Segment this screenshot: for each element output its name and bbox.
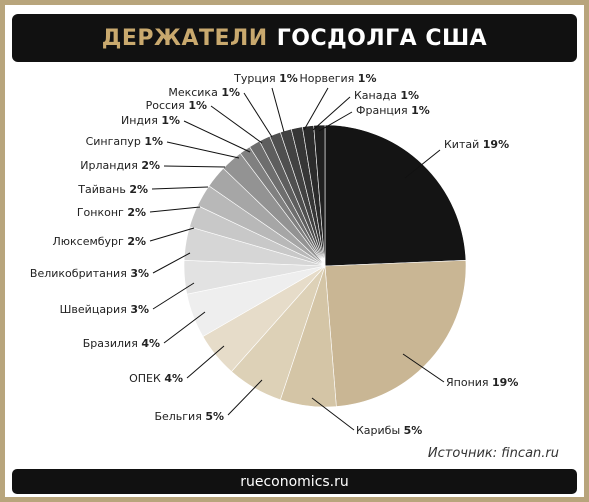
slice-name-7: Великобритания (30, 267, 130, 280)
slice-value-5: 4% (141, 337, 160, 350)
slice-label-17: Норвегия 1% (300, 72, 377, 85)
slice-label-4: ОПЕК 4% (129, 372, 183, 385)
slice-value-9: 2% (127, 206, 146, 219)
leader-line-15 (243, 92, 273, 138)
slice-label-13: Индия 1% (121, 114, 180, 127)
leader-line-1 (402, 353, 445, 383)
leader-line-6 (152, 282, 195, 310)
leader-line-5 (163, 311, 206, 344)
slice-value-12: 1% (144, 135, 163, 148)
leader-line-10 (151, 186, 209, 190)
leader-line-11 (163, 165, 226, 168)
slice-value-14: 1% (188, 99, 207, 112)
slice-label-3: Бельгия 5% (154, 410, 224, 423)
slice-label-1: Япония 19% (446, 376, 518, 389)
slice-label-8: Люксембург 2% (52, 235, 146, 248)
slice-value-13: 1% (161, 114, 180, 127)
title-accent: ДЕРЖАТЕЛИ (101, 25, 268, 51)
slice-name-18: Канада (354, 89, 400, 102)
leader-line-14 (210, 105, 263, 144)
slice-value-10: 2% (129, 183, 148, 196)
slice-name-2: Карибы (356, 424, 404, 437)
slice-label-15: Мексика 1% (168, 86, 240, 99)
leader-line-16 (271, 87, 285, 133)
footer-bar: rueconomics.ru (12, 469, 577, 494)
leader-line-7 (152, 252, 191, 274)
slice-name-0: Китай (444, 138, 483, 151)
slice-label-19: Франция 1% (356, 104, 430, 117)
leader-line-8 (149, 227, 195, 242)
slice-value-16: 1% (279, 72, 298, 85)
slice-value-1: 19% (492, 376, 518, 389)
leader-line-4 (186, 345, 225, 379)
pie-slice-1 (324, 260, 467, 407)
source-note: Источник: fincan.ru (427, 446, 559, 461)
slice-name-19: Франция (356, 104, 411, 117)
slice-label-6: Швейцария 3% (60, 303, 149, 316)
slice-label-2: Карибы 5% (356, 424, 422, 437)
pie-labels: Китай 19%Япония 19%Карибы 5%Бельгия 5%ОП… (30, 72, 518, 437)
leader-line-0 (404, 149, 441, 179)
slice-value-15: 1% (221, 86, 240, 99)
slice-name-17: Норвегия (300, 72, 358, 85)
leader-line-19 (318, 111, 353, 132)
slice-name-9: Гонконг (77, 206, 127, 219)
slice-name-1: Япония (446, 376, 492, 389)
slice-label-0: Китай 19% (444, 138, 509, 151)
slice-name-13: Индия (121, 114, 161, 127)
slice-label-12: Сингапур 1% (86, 135, 163, 148)
slice-value-19: 1% (411, 104, 430, 117)
slice-name-12: Сингапур (86, 135, 145, 148)
slice-name-5: Бразилия (83, 337, 142, 350)
slice-name-11: Ирландия (80, 159, 141, 172)
slice-label-9: Гонконг 2% (77, 206, 146, 219)
leader-line-12 (166, 141, 240, 159)
pie-slices (183, 124, 467, 408)
leader-line-18 (312, 96, 351, 131)
slice-name-14: Россия (146, 99, 189, 112)
slice-name-8: Люксембург (52, 235, 127, 248)
slice-label-5: Бразилия 4% (83, 337, 160, 350)
title-main: ГОСДОЛГА США (276, 25, 488, 51)
slice-value-2: 5% (404, 424, 423, 437)
slice-value-3: 5% (205, 410, 224, 423)
footer-site: rueconomics.ru (240, 473, 349, 490)
slice-name-3: Бельгия (154, 410, 205, 423)
slice-name-15: Мексика (168, 86, 221, 99)
slice-name-6: Швейцария (60, 303, 131, 316)
slice-value-0: 19% (483, 138, 509, 151)
pie-slice-19 (313, 124, 326, 267)
leader-line-17 (303, 87, 329, 131)
title-bar: ДЕРЖАТЕЛИ ГОСДОЛГА США (12, 14, 577, 62)
slice-value-17: 1% (358, 72, 377, 85)
slice-name-10: Тайвань (77, 183, 129, 196)
slice-name-4: ОПЕК (129, 372, 164, 385)
slice-label-14: Россия 1% (146, 99, 207, 112)
slice-label-10: Тайвань 2% (77, 183, 148, 196)
slice-label-16: Турция 1% (233, 72, 298, 85)
slice-value-4: 4% (164, 372, 183, 385)
leader-line-13 (183, 120, 251, 153)
slice-label-18: Канада 1% (354, 89, 419, 102)
leader-line-9 (149, 206, 201, 213)
slice-label-11: Ирландия 2% (80, 159, 160, 172)
leader-line-3 (227, 379, 263, 416)
slice-label-7: Великобритания 3% (30, 267, 149, 280)
slice-value-8: 2% (127, 235, 146, 248)
slice-value-6: 3% (130, 303, 149, 316)
slice-value-11: 2% (141, 159, 160, 172)
leader-line-2 (311, 397, 355, 431)
slice-value-18: 1% (400, 89, 419, 102)
slice-value-7: 3% (130, 267, 149, 280)
slice-name-16: Турция (233, 72, 279, 85)
